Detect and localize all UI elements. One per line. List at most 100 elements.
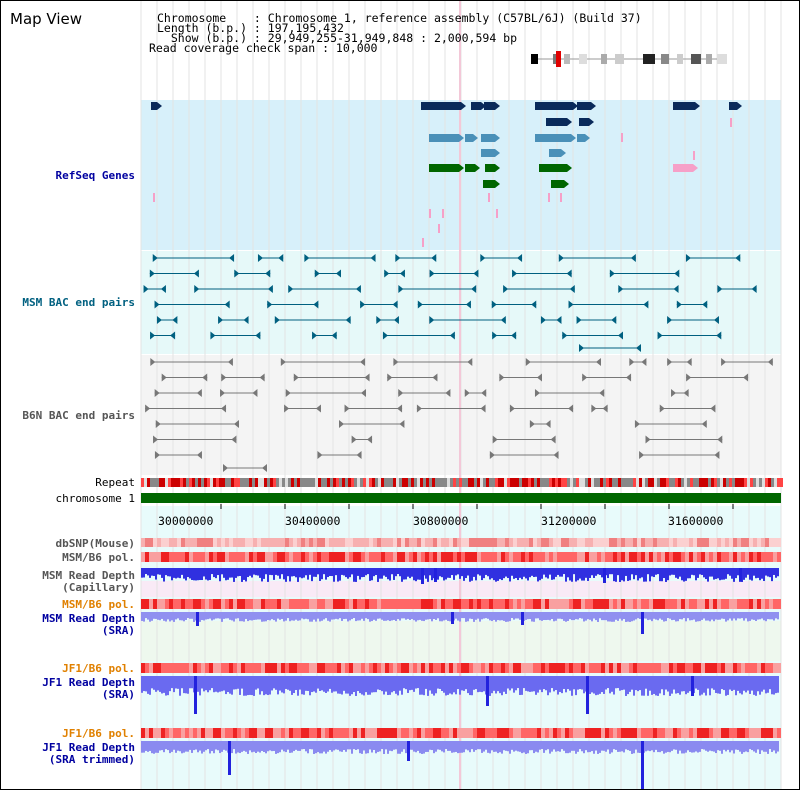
jf1-depth-bar: [741, 676, 743, 695]
msm-depth-cap-bar: [383, 568, 385, 576]
msm-depth-sra-bar: [461, 612, 463, 619]
refseq-gene-arrow: [571, 134, 576, 142]
jf1-depth-trim-bar: [743, 741, 745, 753]
jf1-depth-bar: [561, 676, 563, 694]
jf1-pol-strip: [597, 663, 601, 673]
jf1-depth-trim-bar: [707, 741, 709, 752]
msm-depth-sra-bar: [263, 612, 265, 622]
dbsnp-strip: [417, 538, 421, 547]
jf1-depth-label-1[interactable]: JF1 Read Depth: [42, 676, 135, 689]
jf1-depth-trim-label-2: (SRA trimmed): [48, 753, 135, 766]
jf1-depth-trim-bar: [351, 741, 353, 754]
dbsnp-strip: [185, 538, 189, 547]
b6n-bac-pair-end: [153, 435, 159, 444]
jf1-pol-strip: [353, 663, 357, 673]
msm-depth-sra-bar: [629, 612, 631, 622]
jf1-depth-bar: [653, 676, 655, 694]
jf1-pol-strip: [349, 663, 353, 673]
msm-depth-cap-bar: [475, 568, 477, 581]
msm-depth-cap-label-1[interactable]: MSM Read Depth: [42, 569, 135, 582]
jf1-depth-bar: [319, 676, 321, 691]
msm-pol-sra-strip: [361, 599, 365, 609]
msm-pol-strip: [353, 552, 357, 562]
msm-depth-cap-bar: [229, 568, 231, 578]
jf1-depth-bar: [619, 676, 621, 691]
jf1-depth-trim-bar: [327, 741, 329, 752]
msm-pol-track-label[interactable]: MSM/B6 pol.: [62, 551, 135, 564]
jf1-depth-trim-bar: [339, 741, 341, 752]
msm-depth-sra-bar: [457, 612, 459, 621]
jf1-depth-trim-bar: [687, 741, 689, 751]
jf1-depth-bar: [247, 676, 249, 696]
msm-pol-strip: [561, 552, 565, 562]
msm-bac-pair-end: [234, 269, 240, 278]
jf1-pol-strip: [701, 663, 705, 673]
dbsnp-strip: [425, 538, 429, 547]
msm-depth-cap-bar: [161, 568, 163, 578]
msm-depth-cap-bar: [625, 568, 627, 576]
msm-pol-sra-strip: [257, 599, 261, 609]
jf1-depth-trim-bar: [491, 741, 493, 751]
msm-pol-strip: [481, 552, 485, 562]
msm-bac-pair-end: [511, 331, 517, 340]
jf1-depth-trim-label-1[interactable]: JF1 Read Depth: [42, 741, 135, 754]
jf1-pol-strip: [165, 663, 169, 673]
jf1-depth-trim-bar: [481, 741, 483, 753]
msm-pol-sra-strip: [677, 599, 681, 609]
msm-depth-sra-bar: [329, 612, 331, 622]
jf1-pol-strip: [465, 663, 469, 673]
msm-depth-cap-bar: [207, 568, 209, 581]
jf1-pol-strip: [181, 663, 185, 673]
msm-pol-sra-track-label[interactable]: MSM/B6 pol.: [62, 598, 135, 611]
repeat-segment: [372, 478, 375, 487]
msm-pol-strip: [693, 552, 697, 562]
jf1-depth-bar: [647, 676, 649, 696]
msm-depth-sra-bar: [501, 612, 503, 621]
msm-depth-sra-bar: [617, 612, 619, 621]
msm-depth-cap-bar: [737, 568, 739, 576]
dbsnp-track-label[interactable]: dbSNP(Mouse): [55, 537, 135, 550]
jf1-pol-strip: [561, 663, 565, 673]
msm-bac-track-label[interactable]: MSM BAC end pairs: [22, 296, 135, 309]
jf1-pol-trim-strip: [453, 728, 457, 738]
jf1-depth-trim-bar: [541, 741, 543, 750]
jf1-pol-track-label[interactable]: JF1/B6 pol.: [62, 662, 135, 675]
msm-depth-sra-bar: [321, 612, 323, 621]
jf1-depth-bar: [323, 676, 325, 692]
jf1-pol-trim-track-label[interactable]: JF1/B6 pol.: [62, 727, 135, 740]
refseq-track-label[interactable]: RefSeq Genes: [55, 169, 135, 182]
msm-depth-sra-bar: [557, 612, 559, 619]
jf1-depth-bar: [667, 676, 669, 692]
dbsnp-strip: [609, 538, 613, 547]
msm-depth-sra-label-1[interactable]: MSM Read Depth: [42, 612, 135, 625]
msm-pol-sra-strip: [701, 599, 705, 609]
jf1-depth-trim-bar: [527, 741, 529, 754]
b6n-bac-pair-end: [492, 435, 498, 444]
jf1-depth-trim-bar: [207, 741, 209, 750]
jf1-pol-strip: [445, 663, 449, 673]
refseq-gene: [485, 164, 495, 172]
msm-pol-sra-strip: [609, 599, 613, 609]
jf1-pol-trim-strip: [581, 728, 585, 738]
msm-pol-sra-strip: [457, 599, 461, 609]
msm-depth-cap-bar: [483, 568, 485, 579]
jf1-depth-trim-bar: [389, 741, 391, 751]
jf1-depth-trim-bar: [411, 741, 413, 750]
jf1-pol-trim-strip: [169, 728, 173, 738]
msm-depth-sra-bar: [539, 612, 541, 621]
jf1-depth-bar: [207, 676, 209, 693]
jf1-depth-trim-bar: [171, 741, 173, 752]
jf1-depth-trim-bar: [335, 741, 337, 750]
jf1-depth-trim-bar: [393, 741, 395, 750]
msm-depth-cap-bar: [599, 568, 601, 575]
b6n-bac-track-label[interactable]: B6N BAC end pairs: [22, 409, 135, 422]
jf1-pol-strip: [149, 663, 153, 673]
msm-pol-sra-strip: [517, 599, 521, 609]
jf1-depth-bar: [335, 676, 337, 692]
jf1-depth-bar: [441, 676, 443, 691]
jf1-pol-trim-strip: [513, 728, 517, 738]
refseq-gene: [471, 102, 481, 110]
msm-pol-sra-strip: [489, 599, 493, 609]
repeat-segment: [186, 478, 189, 487]
